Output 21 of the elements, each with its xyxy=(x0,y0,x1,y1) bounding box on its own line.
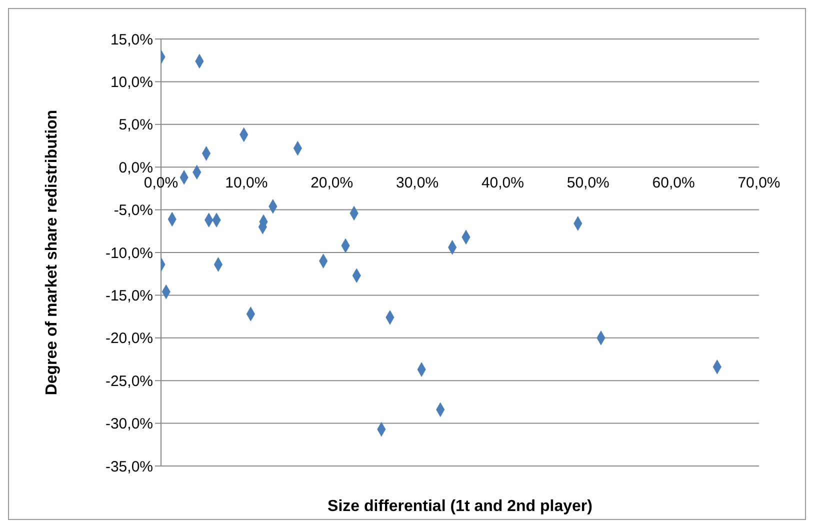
y-tick-label: -15,0% xyxy=(105,288,153,305)
x-tick-label: 30,0% xyxy=(396,174,439,192)
x-tick-label: 70,0% xyxy=(738,174,780,192)
x-tick-label: 60,0% xyxy=(652,174,695,192)
y-tick-label: 0,0% xyxy=(118,159,153,176)
y-tick-label: -25,0% xyxy=(105,372,153,390)
y-tick-label: -35,0% xyxy=(105,458,153,476)
y-tick-label: -20,0% xyxy=(105,330,153,348)
y-tick-label: -5,0% xyxy=(114,202,153,220)
x-tick-label: 0,0% xyxy=(144,174,178,192)
y-tick-label: -10,0% xyxy=(105,244,153,262)
y-tick-label: 15,0% xyxy=(110,31,153,48)
y-tick-label: 5,0% xyxy=(118,116,153,134)
x-tick-label: 40,0% xyxy=(481,174,524,192)
x-tick-label: 20,0% xyxy=(310,174,354,192)
y-axis-title: Degree of market share redistribution xyxy=(44,110,61,396)
x-axis-title: Size differential (1t and 2nd player) xyxy=(328,498,592,515)
x-tick-label: 50,0% xyxy=(566,174,610,192)
y-tick-label: 10,0% xyxy=(110,74,153,92)
y-tick-label: -30,0% xyxy=(105,416,153,433)
x-tick-label: 10,0% xyxy=(225,174,268,192)
